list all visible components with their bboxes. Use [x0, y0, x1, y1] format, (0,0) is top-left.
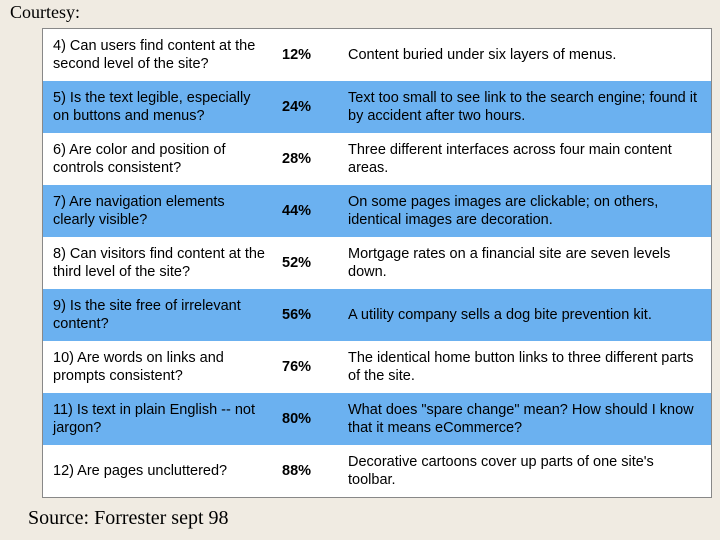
table-row: 12) Are pages uncluttered?88%Decorative … — [43, 445, 711, 497]
example-cell: What does "spare change" mean? How shoul… — [338, 393, 711, 445]
example-cell: Decorative cartoons cover up parts of on… — [338, 445, 711, 497]
question-cell: 8) Can visitors find content at the thir… — [43, 237, 278, 289]
table-row: 9) Is the site free of irrelevant conten… — [43, 289, 711, 341]
courtesy-label: Courtesy: — [10, 2, 80, 23]
table: 4) Can users find content at the second … — [43, 29, 711, 497]
example-cell: The identical home button links to three… — [338, 341, 711, 393]
example-cell: Text too small to see link to the search… — [338, 81, 711, 133]
table-row: 11) Is text in plain English -- not jarg… — [43, 393, 711, 445]
percent-cell: 44% — [278, 185, 338, 237]
example-cell: Mortgage rates on a financial site are s… — [338, 237, 711, 289]
question-cell: 12) Are pages uncluttered? — [43, 445, 278, 497]
percent-cell: 56% — [278, 289, 338, 341]
slide: Courtesy: 4) Can users find content at t… — [0, 0, 720, 540]
example-cell: Three different interfaces across four m… — [338, 133, 711, 185]
percent-cell: 80% — [278, 393, 338, 445]
question-cell: 5) Is the text legible, especially on bu… — [43, 81, 278, 133]
usability-table: 4) Can users find content at the second … — [42, 28, 712, 498]
source-label: Source: Forrester sept 98 — [28, 507, 229, 530]
question-cell: 10) Are words on links and prompts consi… — [43, 341, 278, 393]
table-row: 7) Are navigation elements clearly visib… — [43, 185, 711, 237]
percent-cell: 28% — [278, 133, 338, 185]
percent-cell: 76% — [278, 341, 338, 393]
percent-cell: 12% — [278, 29, 338, 81]
percent-cell: 52% — [278, 237, 338, 289]
question-cell: 9) Is the site free of irrelevant conten… — [43, 289, 278, 341]
table-row: 4) Can users find content at the second … — [43, 29, 711, 81]
percent-cell: 88% — [278, 445, 338, 497]
table-row: 6) Are color and position of controls co… — [43, 133, 711, 185]
table-row: 8) Can visitors find content at the thir… — [43, 237, 711, 289]
example-cell: A utility company sells a dog bite preve… — [338, 289, 711, 341]
question-cell: 6) Are color and position of controls co… — [43, 133, 278, 185]
table-row: 10) Are words on links and prompts consi… — [43, 341, 711, 393]
question-cell: 7) Are navigation elements clearly visib… — [43, 185, 278, 237]
percent-cell: 24% — [278, 81, 338, 133]
question-cell: 4) Can users find content at the second … — [43, 29, 278, 81]
example-cell: Content buried under six layers of menus… — [338, 29, 711, 81]
question-cell: 11) Is text in plain English -- not jarg… — [43, 393, 278, 445]
table-row: 5) Is the text legible, especially on bu… — [43, 81, 711, 133]
example-cell: On some pages images are clickable; on o… — [338, 185, 711, 237]
